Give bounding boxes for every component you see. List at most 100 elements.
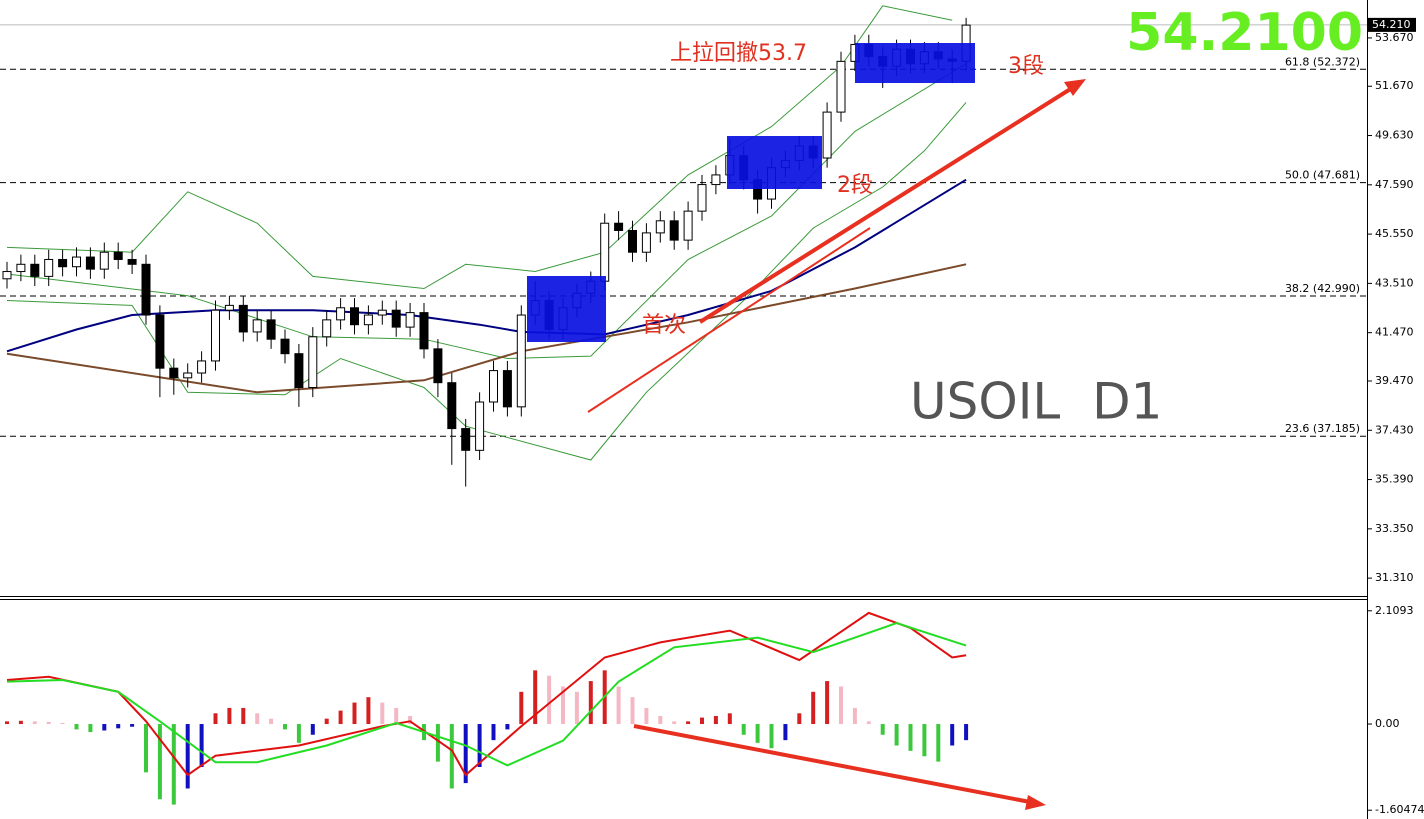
candle-body (836, 60, 846, 113)
histogram-bar (116, 724, 121, 729)
candle-body (502, 370, 512, 408)
y-tick-label: 31.310 (1375, 571, 1414, 584)
histogram-bar (547, 675, 552, 725)
histogram-bar (227, 707, 232, 725)
y-tick-label: 47.590 (1375, 178, 1414, 191)
histogram-bar (630, 697, 635, 725)
histogram-bar (936, 724, 941, 762)
indicator-line (6, 178, 967, 353)
trend-arrow (633, 724, 1031, 804)
arrow-head (1025, 795, 1046, 810)
candle-body (30, 263, 40, 277)
candle-body (2, 271, 12, 280)
histogram-bar (380, 702, 385, 725)
indicator-line (6, 102, 967, 461)
histogram-bar (908, 724, 913, 751)
y-tick-label: 0.00 (1375, 717, 1400, 730)
candle-body (266, 319, 276, 340)
histogram-bar (255, 713, 260, 725)
histogram-bar (283, 724, 287, 730)
histogram-bar (825, 681, 830, 725)
candle-body (155, 314, 165, 369)
candle-body (405, 312, 415, 328)
candle-body (628, 229, 637, 253)
macd-line (6, 611, 967, 777)
histogram-bar (296, 724, 301, 743)
candle-body (224, 304, 234, 311)
histogram-bar (463, 724, 468, 784)
histogram-bar (394, 707, 399, 725)
histogram-bar (727, 713, 732, 725)
range-box (527, 276, 606, 342)
histogram-bar (658, 715, 663, 725)
candle-body (294, 353, 304, 389)
histogram-bar (672, 721, 677, 725)
candle-body (113, 251, 123, 260)
candle-body (238, 304, 248, 333)
histogram-bar (157, 724, 162, 800)
candle-body (336, 307, 346, 321)
histogram-bar (310, 724, 315, 735)
candle-body (85, 256, 95, 270)
histogram-bar (894, 724, 899, 746)
histogram-bar (435, 724, 440, 762)
macd-pane: 2.1093 0.00 -1.60474 (5, 604, 1424, 816)
candle-body (183, 372, 193, 379)
candle-body (16, 263, 26, 273)
candle-body (350, 307, 359, 326)
candle-body (44, 258, 54, 277)
histogram-bar (700, 717, 704, 725)
trend-arrow (698, 86, 1074, 324)
candle-body (391, 309, 401, 328)
histogram-bar (616, 686, 621, 725)
fib-label: 23.6 (37.185) (1285, 422, 1360, 435)
y-tick-label: 2.1093 (1375, 604, 1414, 617)
candle-body (197, 360, 207, 374)
y-tick-label: 53.670 (1375, 31, 1414, 44)
histogram-bar (505, 724, 510, 730)
histogram-bar (185, 724, 190, 789)
histogram-bar (561, 686, 565, 725)
histogram-bar (408, 715, 413, 725)
histogram-bar (922, 724, 927, 757)
histogram-bar (18, 720, 23, 725)
histogram-bar (102, 724, 107, 731)
annotation: 3段 (1008, 54, 1044, 79)
histogram-bar (352, 702, 357, 725)
histogram-bar (797, 713, 802, 725)
fib-label: 38.2 (42.990) (1285, 282, 1360, 295)
y-tick-label: 45.550 (1375, 227, 1414, 240)
histogram-bar (46, 721, 51, 725)
candle-body (58, 258, 68, 268)
y-tick-label: 41.470 (1375, 326, 1414, 339)
candle-body (363, 314, 373, 326)
candle-body (322, 319, 332, 338)
trend-line (587, 227, 871, 413)
histogram-bar (713, 715, 718, 725)
histogram-bar (574, 691, 579, 725)
histogram-bar (324, 718, 329, 725)
histogram-bar (199, 724, 204, 767)
candle-body (72, 256, 81, 268)
histogram-bar (811, 691, 816, 725)
indicator-line (6, 5, 953, 290)
price-tag (1368, 17, 1416, 32)
y-tick-label: 37.430 (1375, 423, 1414, 436)
y-tick-label: 39.470 (1375, 374, 1414, 387)
histogram-bar (269, 718, 274, 725)
candle-body (683, 210, 693, 241)
histogram-bar (880, 724, 885, 735)
annotation: 2段 (837, 173, 873, 198)
histogram-bar (171, 724, 176, 805)
candle-body (489, 370, 498, 403)
fib-label: 61.8 (52.372) (1285, 55, 1360, 68)
candle-body (308, 336, 318, 389)
histogram-bar (769, 724, 774, 749)
candle-body (433, 348, 443, 384)
histogram-bar (866, 721, 871, 725)
histogram-bar (449, 724, 454, 789)
candle-body (600, 222, 610, 282)
histogram-bar (74, 724, 79, 730)
